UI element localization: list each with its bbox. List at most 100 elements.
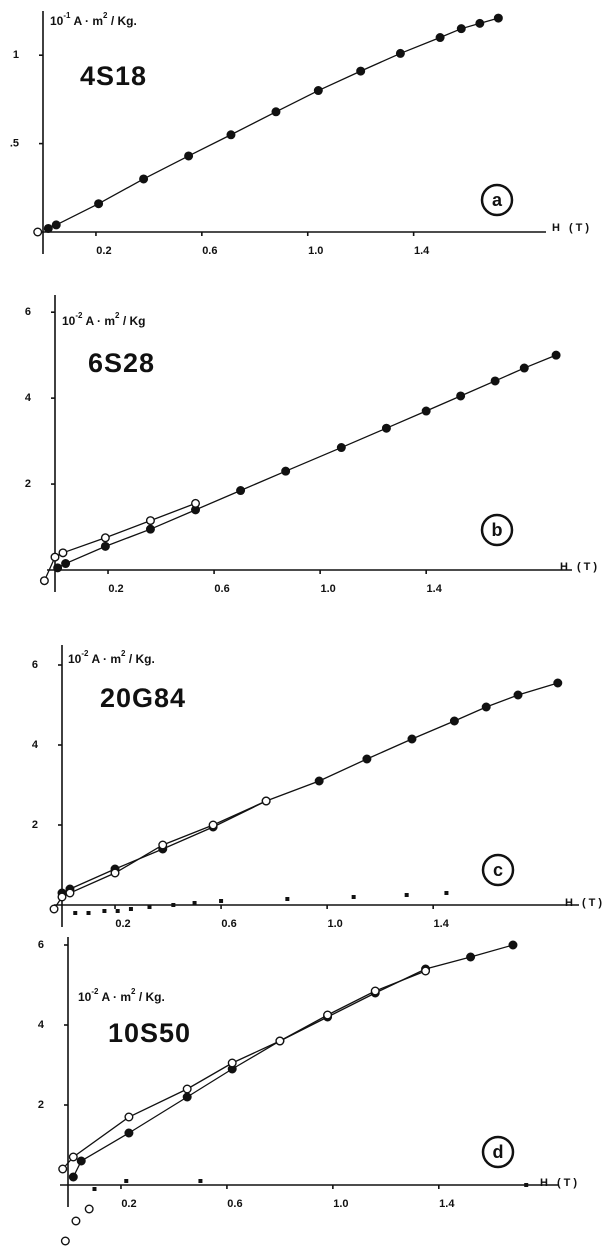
point bbox=[370, 986, 380, 996]
point bbox=[551, 350, 561, 360]
point bbox=[444, 891, 449, 895]
curve bbox=[57, 354, 557, 569]
point bbox=[435, 33, 445, 43]
x-tick-label: 1.0 bbox=[333, 1198, 348, 1210]
x-tick-label: 1.4 bbox=[427, 583, 443, 595]
point bbox=[76, 1156, 86, 1166]
point bbox=[336, 443, 346, 453]
point bbox=[68, 1172, 78, 1182]
point bbox=[182, 1092, 192, 1102]
point bbox=[147, 905, 152, 909]
point bbox=[73, 911, 78, 915]
point bbox=[475, 18, 485, 28]
point bbox=[39, 576, 49, 586]
y-tick-label: 4 bbox=[38, 1019, 45, 1031]
point bbox=[184, 151, 194, 161]
panel-letter: d bbox=[493, 1142, 504, 1162]
point bbox=[198, 1179, 203, 1183]
point bbox=[314, 776, 324, 786]
unit-part: 10 bbox=[62, 314, 76, 328]
curve bbox=[72, 944, 514, 1178]
unit-part: 10 bbox=[68, 652, 82, 666]
point bbox=[100, 533, 110, 543]
point bbox=[481, 702, 491, 712]
point bbox=[50, 552, 60, 562]
point bbox=[57, 892, 67, 902]
y-tick-label: 2 bbox=[38, 1099, 44, 1111]
curve bbox=[61, 682, 558, 894]
x-axis-label: H (T) bbox=[565, 897, 605, 909]
x-tick-label: 0.6 bbox=[202, 245, 217, 257]
point bbox=[145, 516, 155, 526]
y-tick-label: 2 bbox=[25, 478, 31, 490]
x-tick-label: 1.4 bbox=[434, 918, 450, 930]
x-tick-label: 1.0 bbox=[320, 583, 335, 595]
point bbox=[236, 486, 246, 496]
y-axis-unit: 10-2 A · m2 / Kg bbox=[62, 311, 146, 328]
y-axis-unit: 10-2 A · m2 / Kg. bbox=[78, 987, 165, 1004]
panel-letter: c bbox=[493, 860, 503, 880]
x-tick-label: 1.0 bbox=[327, 918, 342, 930]
point bbox=[281, 466, 291, 476]
point bbox=[71, 1216, 81, 1226]
y-axis-unit: 10-1 A · m2 / Kg. bbox=[50, 11, 137, 28]
point bbox=[171, 903, 176, 907]
point bbox=[275, 1036, 285, 1046]
point bbox=[227, 1058, 237, 1068]
point bbox=[110, 868, 120, 878]
unit-part: A · m bbox=[85, 314, 115, 328]
point bbox=[128, 907, 133, 911]
y-tick-label: 6 bbox=[32, 659, 38, 671]
y-tick-label: 2 bbox=[32, 819, 38, 831]
y-tick-label: 4 bbox=[32, 739, 39, 751]
unit-part: / Kg bbox=[120, 314, 146, 328]
point bbox=[362, 754, 372, 764]
x-tick-label: 0.6 bbox=[227, 1198, 242, 1210]
unit-part: / Kg. bbox=[108, 14, 137, 28]
x-axis-label: H (T) bbox=[560, 561, 600, 573]
x-tick-label: 1.0 bbox=[308, 245, 323, 257]
unit-part: -1 bbox=[63, 11, 71, 20]
point bbox=[84, 1204, 94, 1214]
point bbox=[285, 897, 290, 901]
point bbox=[86, 911, 91, 915]
point bbox=[60, 1236, 70, 1246]
point bbox=[395, 48, 405, 58]
unit-part: -2 bbox=[91, 987, 99, 996]
panel-letter: b bbox=[492, 520, 503, 540]
panel-badge bbox=[481, 1135, 515, 1169]
point bbox=[58, 1164, 68, 1174]
x-tick-label: 0.2 bbox=[115, 918, 130, 930]
point bbox=[92, 1187, 97, 1191]
panel-badge bbox=[480, 183, 514, 217]
sample-name: 6S28 bbox=[88, 348, 155, 378]
point bbox=[466, 952, 476, 962]
point bbox=[145, 524, 155, 534]
point bbox=[381, 423, 391, 433]
point bbox=[508, 940, 518, 950]
unit-part: / Kg. bbox=[126, 652, 155, 666]
x-tick-label: 0.2 bbox=[96, 245, 111, 257]
y-tick-label: 6 bbox=[38, 939, 44, 951]
point bbox=[323, 1010, 333, 1020]
point bbox=[456, 391, 466, 401]
point bbox=[124, 1179, 129, 1183]
x-tick-label: 0.2 bbox=[108, 583, 123, 595]
panel-letter: a bbox=[492, 190, 503, 210]
y-tick-label: 6 bbox=[25, 306, 31, 318]
point bbox=[208, 820, 218, 830]
x-tick-label: 0.6 bbox=[221, 918, 236, 930]
point bbox=[226, 130, 236, 140]
unit-part: -2 bbox=[81, 649, 89, 658]
point bbox=[519, 363, 529, 373]
point bbox=[115, 909, 120, 913]
sample-name: 10S50 bbox=[108, 1018, 191, 1048]
point bbox=[53, 563, 63, 573]
y-tick-label: .5 bbox=[10, 138, 19, 150]
point bbox=[51, 220, 61, 230]
unit-part: 2 bbox=[115, 311, 120, 320]
point bbox=[33, 227, 43, 237]
point bbox=[356, 66, 366, 76]
point bbox=[65, 888, 75, 898]
